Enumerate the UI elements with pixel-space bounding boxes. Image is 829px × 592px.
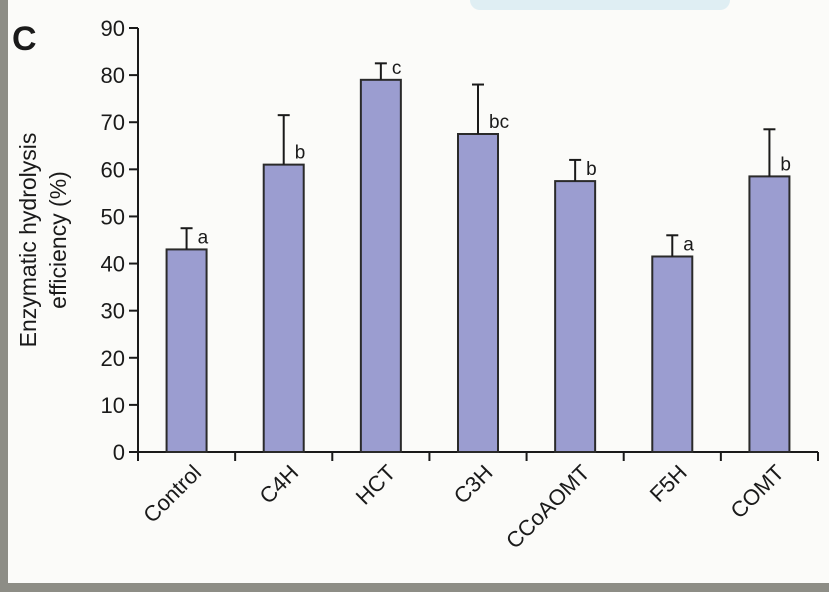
y-axis: 0 10 20 30 40 50 60 70 80 90 (101, 16, 139, 465)
bottom-border (0, 583, 829, 592)
significance-label: b (586, 159, 597, 180)
bar (359, 78, 402, 453)
y-axis-title-line: Enzymatic hydrolysis (15, 133, 41, 348)
left-border (0, 0, 8, 592)
y-axis-title: Enzymatic hydrolysis efficiency (%) (15, 133, 71, 348)
x-category-label: C3H (449, 460, 498, 509)
x-category-label: Control (138, 460, 206, 528)
y-tick-label: 20 (101, 346, 125, 371)
x-category-label: CCoAOMT (501, 460, 595, 554)
y-axis-title-line: efficiency (%) (45, 171, 71, 309)
x-category-label: COMT (725, 460, 788, 523)
y-tick-label: 90 (101, 16, 125, 41)
x-axis: Control C4H HCT C3H CCoAOMT F5H COMT (137, 451, 819, 554)
significance-label: b (780, 154, 791, 175)
y-tick-label: 80 (101, 63, 125, 88)
bar (554, 180, 597, 453)
bar (748, 175, 791, 453)
background-highlight (470, 0, 730, 10)
y-tick-label: 40 (101, 252, 125, 277)
significance-label: b (295, 143, 306, 164)
significance-label: a (198, 227, 209, 248)
y-tick-label: 70 (101, 110, 125, 135)
bar (457, 133, 499, 453)
significance-label: bc (489, 112, 509, 133)
significance-label: a (683, 234, 694, 255)
y-tick-label: 60 (101, 157, 125, 182)
bar (651, 255, 694, 453)
y-tick-label: 50 (101, 204, 125, 229)
bar (262, 163, 305, 453)
panel-letter: C (12, 20, 37, 58)
y-tick-label: 10 (101, 393, 125, 418)
significance-label: c (392, 58, 402, 79)
x-category-label: HCT (351, 460, 401, 510)
bar (165, 248, 208, 453)
x-category-label: C4H (254, 460, 303, 509)
y-tick-label: 30 (101, 299, 125, 324)
y-tick-label: 0 (113, 440, 125, 465)
x-category-label: F5H (645, 460, 692, 507)
